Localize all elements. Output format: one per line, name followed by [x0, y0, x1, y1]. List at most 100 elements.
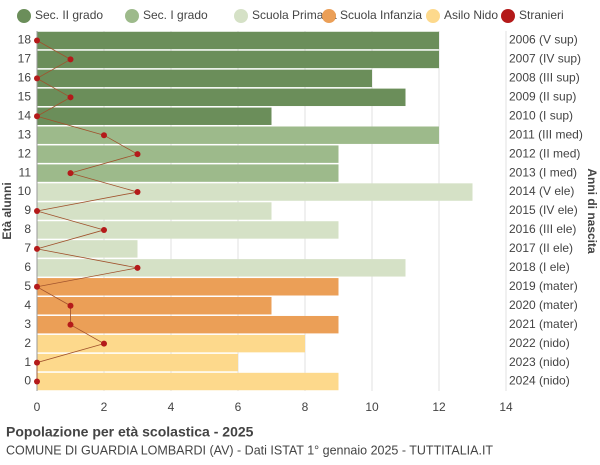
point [67, 321, 74, 328]
bar [37, 259, 406, 277]
y-tick-label: 4 [24, 298, 31, 312]
y-tick-label: 10 [18, 184, 32, 198]
point [134, 189, 141, 196]
bar [37, 31, 439, 50]
y-tick-label: 13 [18, 127, 32, 141]
legend-marker [426, 9, 440, 23]
bar [37, 221, 339, 239]
legend-marker [234, 9, 248, 23]
legend-marker [125, 9, 139, 23]
x-tick-label: 14 [499, 400, 513, 414]
y2-tick-label: 2010 (I sup) [509, 108, 573, 122]
y-tick-label: 9 [24, 203, 31, 217]
point [34, 359, 40, 366]
y-tick-label: 12 [18, 146, 32, 160]
point [34, 208, 40, 214]
y2-tick-label: 2016 (III ele) [509, 222, 576, 236]
bar [37, 353, 238, 372]
legend-marker [17, 9, 31, 23]
y-tick-label: 2 [24, 336, 31, 350]
chart-title: Popolazione per età scolastica - 2025 [6, 424, 254, 440]
y-tick-label: 18 [18, 33, 32, 47]
x-tick-label: 2 [101, 400, 108, 414]
y-tick-label: 14 [18, 108, 32, 122]
point [134, 264, 141, 271]
y2-axis-title: Anni di nascita [585, 168, 599, 254]
bar [37, 145, 339, 163]
point [34, 113, 40, 120]
y2-tick-label: 2019 (mater) [509, 279, 578, 293]
x-tick-label: 6 [235, 400, 242, 414]
point [67, 170, 74, 177]
bar [37, 240, 138, 258]
legend-label: Sec. II grado [35, 8, 103, 22]
y-tick-label: 11 [19, 165, 32, 179]
point [101, 132, 107, 139]
bar [37, 297, 272, 315]
y2-tick-label: 2020 (mater) [509, 298, 578, 312]
y2-tick-label: 2012 (II med) [509, 146, 580, 160]
bar [37, 164, 339, 182]
point [67, 56, 74, 63]
y2-tick-label: 2008 (III sup) [509, 71, 580, 85]
point [101, 226, 107, 233]
bar [37, 278, 339, 296]
chart-subtitle: COMUNE DI GUARDIA LOMBARDI (AV) - Dati I… [6, 443, 493, 457]
point [34, 378, 40, 385]
bar [37, 88, 406, 107]
y-tick-label: 15 [18, 89, 32, 103]
y-tick-label: 16 [18, 71, 32, 85]
bar [37, 126, 439, 144]
y-axis-title: Età alunni [0, 182, 14, 239]
legend-label: Scuola Infanzia [340, 8, 422, 22]
x-tick-label: 8 [302, 400, 309, 414]
y2-tick-label: 2014 (V ele) [509, 184, 574, 198]
point [67, 302, 74, 309]
legend-label: Sec. I grado [143, 8, 208, 22]
y2-tick-label: 2023 (nido) [509, 355, 570, 369]
point [134, 151, 141, 158]
point [67, 94, 74, 101]
x-tick-label: 0 [34, 400, 41, 414]
bar [37, 183, 473, 201]
y2-tick-label: 2011 (III med) [509, 127, 583, 141]
y-tick-label: 5 [24, 279, 31, 293]
bar [37, 334, 305, 353]
y-tick-label: 3 [24, 317, 31, 331]
bar [37, 107, 272, 125]
legend-marker [501, 9, 515, 23]
x-tick-label: 10 [365, 400, 379, 414]
y2-tick-label: 2018 (I ele) [509, 260, 570, 274]
legend-label: Scuola Primaria [252, 8, 337, 22]
y-tick-label: 17 [18, 52, 32, 66]
y2-tick-label: 2013 (I med) [509, 165, 577, 179]
bar [37, 372, 339, 391]
point [101, 340, 107, 347]
y-tick-label: 0 [24, 374, 31, 388]
point [34, 75, 40, 82]
x-tick-label: 4 [168, 400, 175, 414]
y2-tick-label: 2022 (nido) [509, 336, 570, 350]
bar [37, 315, 339, 334]
y2-tick-label: 2009 (II sup) [509, 89, 576, 103]
y2-tick-label: 2006 (V sup) [509, 33, 578, 47]
y-tick-label: 8 [24, 222, 31, 236]
legend-marker [322, 9, 336, 23]
point [34, 283, 40, 290]
point [34, 245, 40, 252]
y-tick-label: 6 [24, 260, 31, 274]
y2-tick-label: 2015 (IV ele) [509, 203, 578, 217]
y-tick-label: 1 [24, 355, 31, 369]
y2-tick-label: 2007 (IV sup) [509, 52, 581, 66]
legend-label: Asilo Nido [444, 8, 498, 22]
y-tick-label: 7 [24, 241, 31, 255]
bar [37, 69, 372, 88]
y2-tick-label: 2017 (II ele) [509, 241, 573, 255]
x-tick-label: 12 [432, 400, 446, 414]
y2-tick-label: 2021 (mater) [509, 317, 578, 331]
y2-tick-label: 2024 (nido) [509, 374, 570, 388]
legend-label: Stranieri [519, 8, 564, 22]
bar [37, 50, 439, 69]
point [34, 37, 40, 44]
